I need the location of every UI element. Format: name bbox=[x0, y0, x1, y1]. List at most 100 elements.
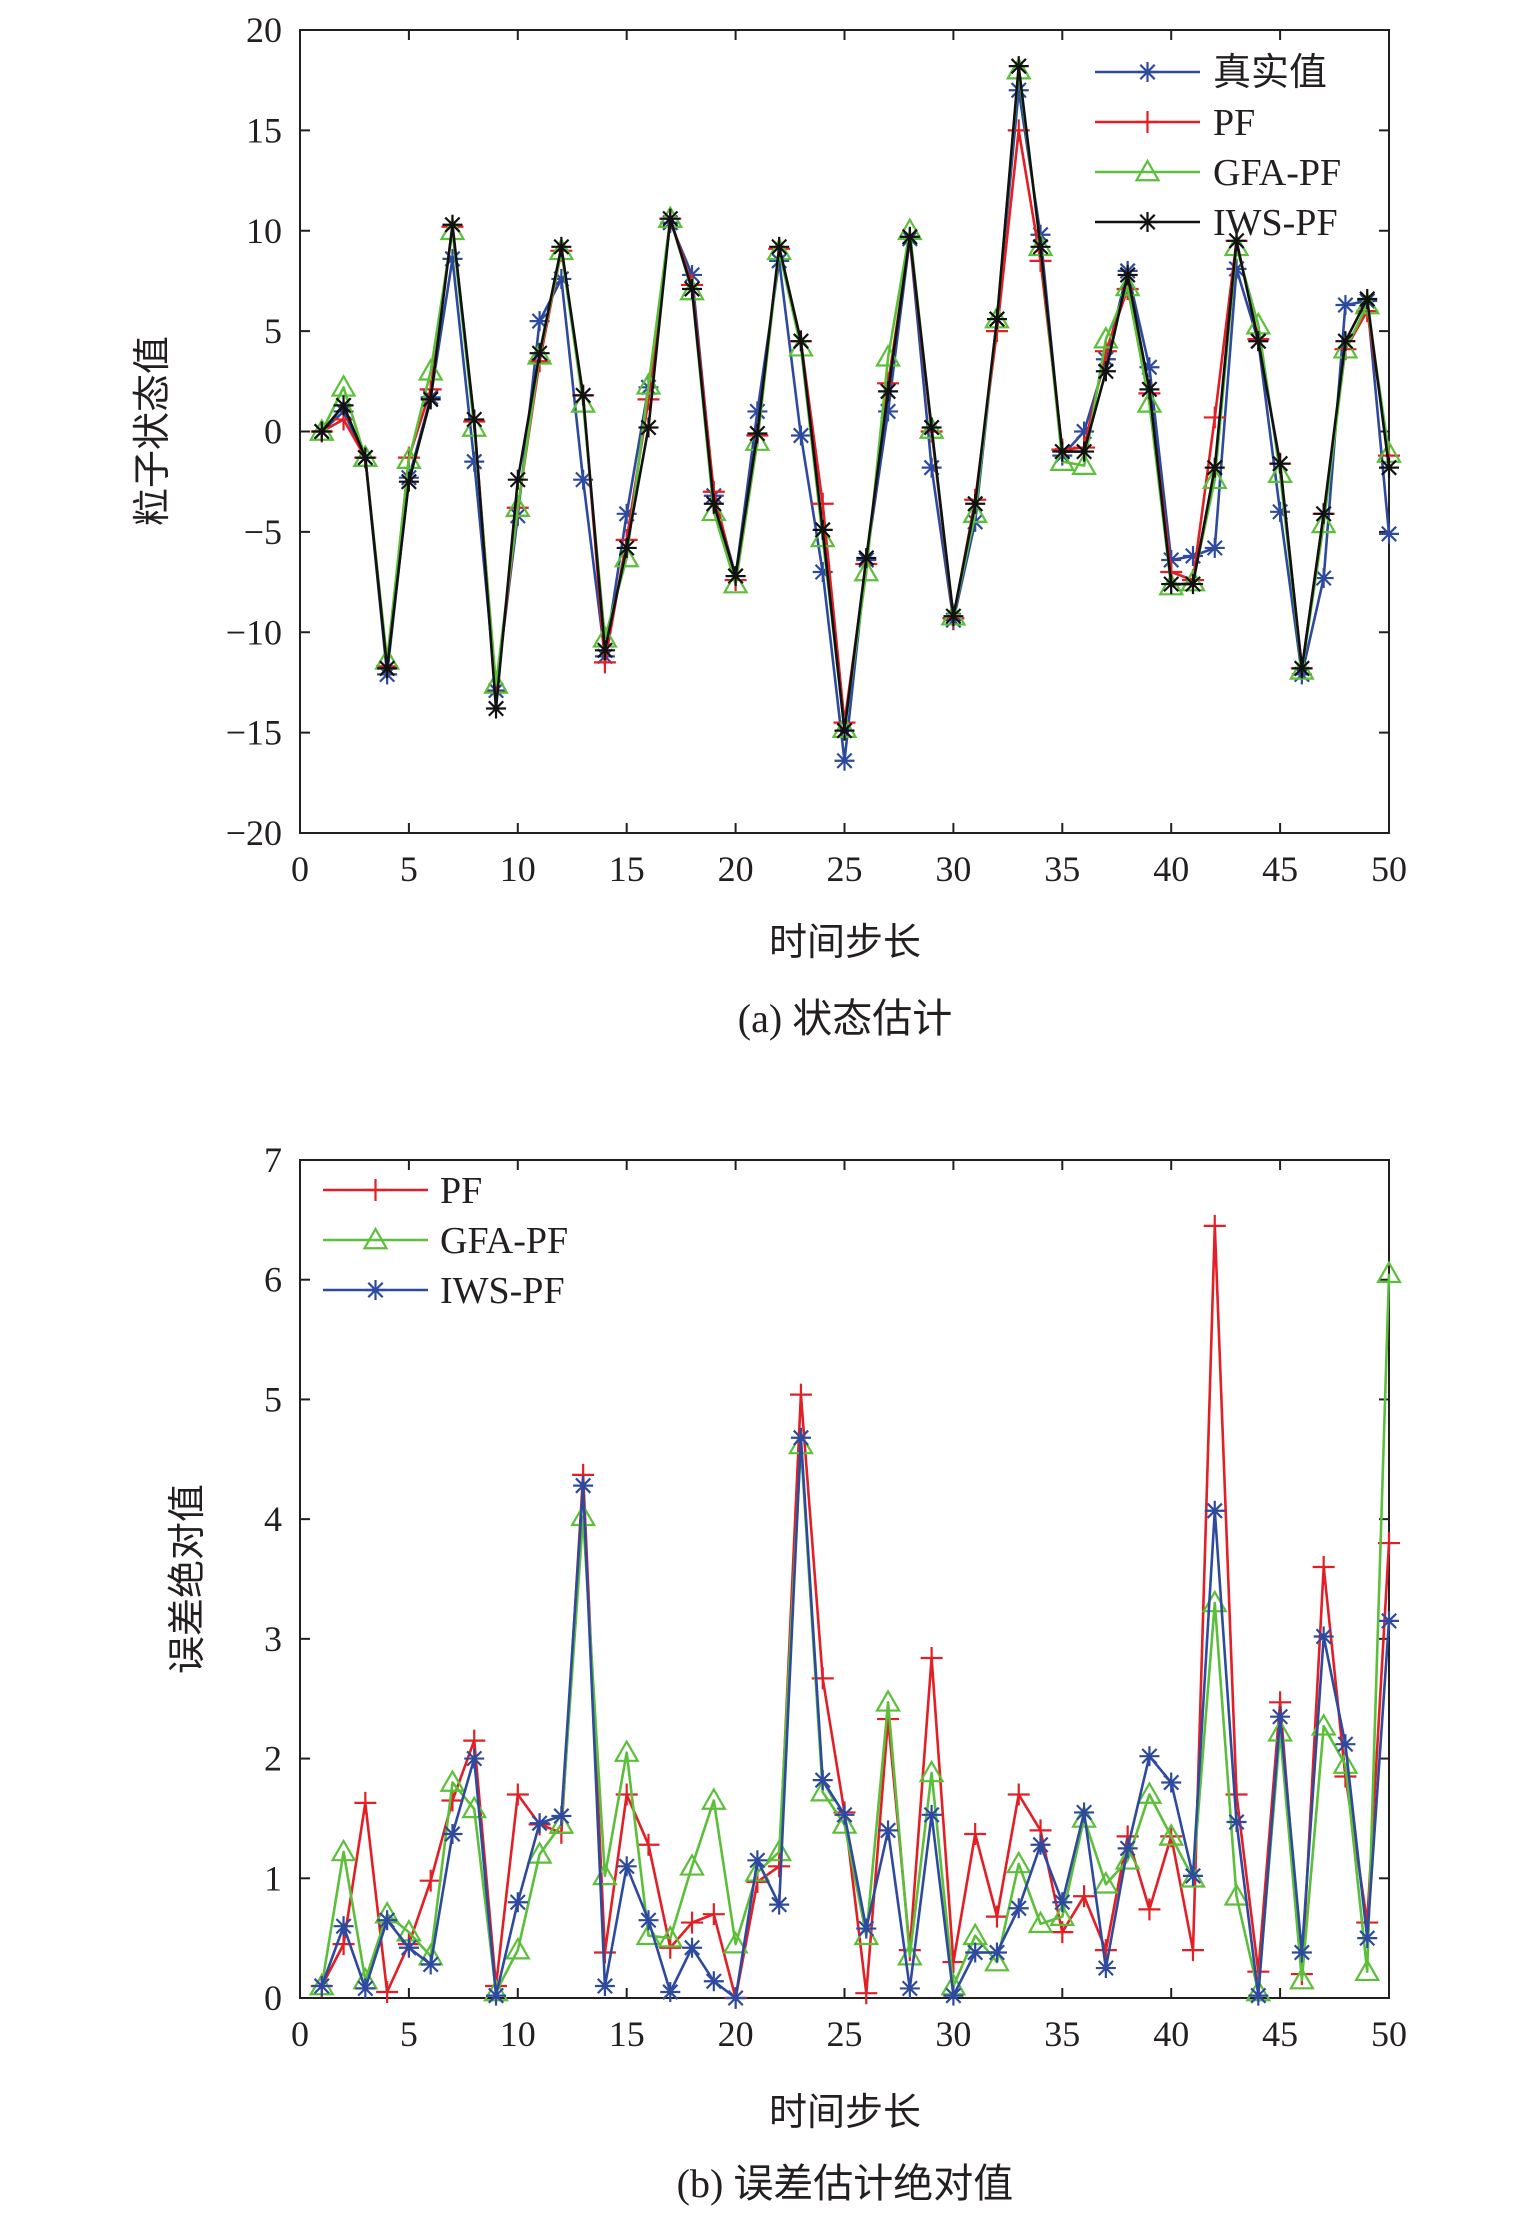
y-tick-label: 6 bbox=[264, 1260, 282, 1300]
data-point bbox=[1376, 1260, 1402, 1284]
y-tick-label: −10 bbox=[226, 612, 282, 652]
chart-caption: (a) 状态估计 bbox=[738, 996, 952, 1041]
x-tick-label: 40 bbox=[1153, 849, 1189, 889]
data-point bbox=[1158, 1823, 1185, 1846]
data-point bbox=[1332, 1751, 1359, 1774]
legend-item: GFA-PF bbox=[1095, 152, 1341, 194]
data-point bbox=[616, 537, 637, 558]
data-point bbox=[1027, 1910, 1054, 1934]
data-point bbox=[812, 1770, 833, 1791]
data-point bbox=[506, 1783, 529, 1806]
x-tick-label: 5 bbox=[400, 2014, 418, 2054]
legend-item: PF bbox=[323, 1170, 482, 1212]
data-point bbox=[1223, 1883, 1250, 1906]
data-point bbox=[548, 237, 575, 261]
data-point bbox=[613, 544, 640, 568]
data-point bbox=[1139, 379, 1160, 400]
data-point bbox=[747, 423, 768, 444]
data-point bbox=[638, 1910, 659, 1931]
data-point bbox=[1313, 503, 1334, 524]
data-point bbox=[853, 558, 880, 582]
data-point bbox=[1357, 289, 1378, 310]
data-point bbox=[878, 381, 899, 402]
data-point bbox=[962, 500, 989, 524]
data-point bbox=[766, 237, 793, 261]
data-point bbox=[529, 1813, 550, 1834]
data-point bbox=[918, 1759, 945, 1783]
data-point bbox=[1291, 658, 1312, 679]
data-point bbox=[1049, 1903, 1076, 1926]
data-point bbox=[1136, 1781, 1163, 1804]
data-point bbox=[439, 1769, 466, 1792]
data-point bbox=[1335, 1734, 1356, 1755]
data-point bbox=[921, 457, 942, 478]
x-tick-label: 0 bbox=[291, 2014, 309, 2054]
legend-item: 真实值 bbox=[1095, 52, 1327, 94]
data-point bbox=[769, 236, 790, 257]
data-point bbox=[682, 278, 703, 299]
data-point bbox=[834, 1804, 855, 1825]
data-point bbox=[834, 720, 855, 741]
y-tick-label: 4 bbox=[264, 1499, 282, 1539]
data-point bbox=[1354, 1958, 1381, 1982]
data-point bbox=[660, 1982, 681, 2003]
data-point bbox=[354, 1791, 377, 1814]
legend-label: GFA-PF bbox=[440, 1220, 568, 1262]
data-point bbox=[1052, 1892, 1073, 1913]
data-point bbox=[789, 1383, 812, 1406]
data-point bbox=[1310, 510, 1337, 534]
data-point bbox=[725, 566, 746, 587]
data-point bbox=[1139, 1746, 1160, 1767]
data-point bbox=[573, 1475, 594, 1496]
data-point bbox=[920, 1647, 943, 1670]
legend-label: IWS-PF bbox=[1213, 202, 1338, 244]
legend-item: PF bbox=[1095, 102, 1255, 144]
data-point bbox=[700, 1787, 727, 1810]
data-point bbox=[790, 425, 811, 446]
data-point bbox=[1201, 466, 1228, 490]
data-point bbox=[1114, 273, 1141, 297]
data-point bbox=[464, 409, 485, 430]
data-point bbox=[613, 1739, 640, 1762]
x-axis-label: 时间步长 bbox=[769, 920, 921, 964]
y-tick-label: 5 bbox=[264, 1379, 282, 1419]
data-point bbox=[1379, 523, 1399, 544]
legend-marker bbox=[365, 1280, 386, 1300]
data-point bbox=[703, 493, 724, 514]
data-point bbox=[768, 1855, 791, 1878]
x-tick-label: 20 bbox=[718, 849, 754, 889]
data-point bbox=[355, 1978, 376, 1999]
series-3 bbox=[311, 56, 1399, 741]
data-point bbox=[1074, 1802, 1095, 1823]
data-series bbox=[308, 56, 1402, 771]
data-point bbox=[1030, 236, 1051, 257]
data-point bbox=[442, 248, 463, 269]
data-point bbox=[681, 1911, 704, 1934]
data-point bbox=[965, 1942, 986, 1963]
data-point bbox=[1288, 1966, 1315, 1990]
data-point bbox=[769, 1894, 790, 1915]
data-point bbox=[856, 547, 877, 568]
data-point bbox=[725, 1988, 746, 2008]
y-axis-label: 误差绝对值 bbox=[165, 1484, 209, 1674]
data-point bbox=[442, 214, 463, 235]
data-point bbox=[526, 1841, 553, 1864]
data-point bbox=[1092, 1871, 1119, 1894]
x-tick-label: 30 bbox=[935, 849, 971, 889]
y-tick-label: 7 bbox=[264, 1140, 282, 1180]
legend-marker bbox=[1137, 212, 1158, 232]
x-tick-label: 0 bbox=[291, 849, 309, 889]
axis-ticks: 0 5 10 15 20 25 30 35 40 45 50 −20 −15 −10 −5 0 5 10 15 20 bbox=[226, 10, 1407, 889]
x-tick-label: 45 bbox=[1262, 849, 1298, 889]
series-line bbox=[320, 1436, 1391, 2000]
data-point bbox=[1203, 1214, 1226, 1237]
data-point bbox=[463, 1729, 486, 1752]
y-tick-label: 0 bbox=[264, 412, 282, 452]
y-tick-label: 2 bbox=[264, 1739, 282, 1779]
data-point bbox=[1181, 1939, 1204, 1962]
legend-label: IWS-PF bbox=[440, 1270, 565, 1312]
x-tick-label: 45 bbox=[1262, 2014, 1298, 2054]
data-point bbox=[1379, 457, 1399, 478]
y-tick-label: 0 bbox=[264, 1978, 282, 2018]
